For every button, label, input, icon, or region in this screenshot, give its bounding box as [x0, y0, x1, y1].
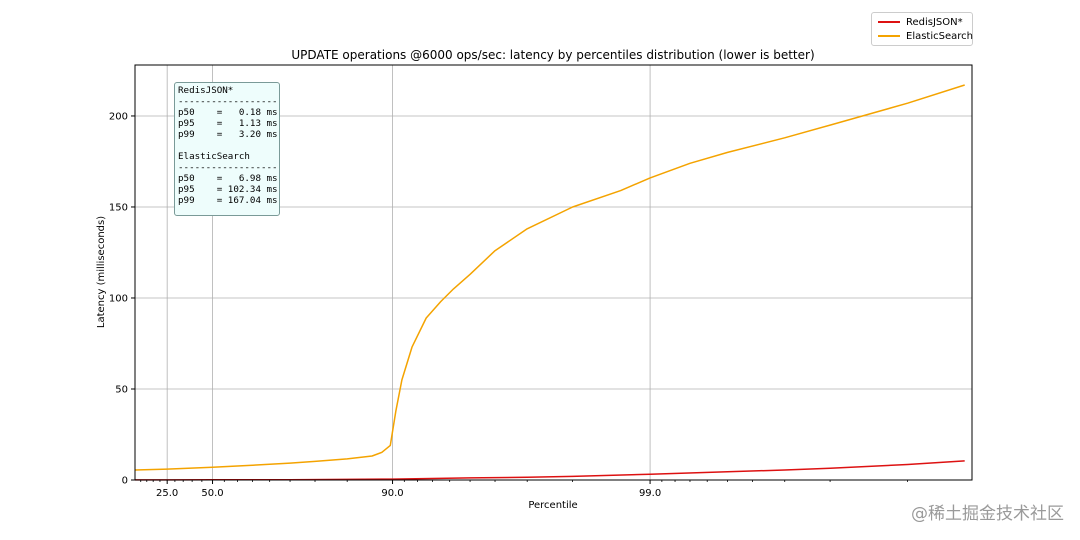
plot-frame — [134, 64, 973, 481]
watermark: @稀土掘金技术社区 — [911, 504, 1064, 524]
legend-swatch-redisjson — [878, 21, 900, 23]
stats-line: RedisJSON* — [178, 85, 234, 96]
legend-label-elasticsearch: ElasticSearch — [906, 30, 973, 42]
legend-item-redisjson: RedisJSON* — [878, 15, 963, 29]
percentile-stats-box: RedisJSON* ------------------ p50 = 0.18 m… — [174, 82, 280, 216]
y-tick-label: 150 — [109, 202, 128, 213]
y-axis-ticks: 0 50 100 150 200 — [109, 111, 135, 487]
y-tick-label: 50 — [115, 384, 128, 395]
series-line-redisjson — [135, 460, 965, 481]
chart-title: UPDATE operations @6000 ops/sec: latency… — [291, 48, 814, 62]
stats-line: p50 = 6.98 ms — [178, 173, 278, 184]
x-axis-label: Percentile — [528, 500, 577, 511]
stats-line: ------------------ — [178, 162, 278, 173]
y-axis-label: Latency (milliseconds) — [96, 216, 107, 328]
x-tick-label: 99.0 — [639, 488, 661, 499]
stats-line — [178, 140, 276, 151]
stats-line: p99 = 3.20 ms — [178, 129, 278, 140]
x-tick-label: 50.0 — [201, 488, 223, 499]
legend-item-elasticsearch: ElasticSearch — [878, 29, 973, 43]
x-tick-label: 25.0 — [156, 488, 178, 499]
stats-line: p99 = 167.04 ms — [178, 195, 278, 206]
y-tick-label: 200 — [109, 111, 128, 122]
stats-line: ElasticSearch — [178, 151, 250, 162]
y-tick-label: 0 — [122, 476, 128, 487]
stats-line: ------------------ — [178, 96, 278, 107]
chart-legend: RedisJSON* ElasticSearch — [871, 12, 973, 46]
series-line-elasticsearch — [134, 84, 965, 471]
x-tick-label: 90.0 — [381, 488, 403, 499]
stats-line: p50 = 0.18 ms — [178, 107, 278, 118]
stats-line: p95 = 1.13 ms — [178, 118, 278, 129]
x-axis-ticks: 25.0 50.0 90.0 99.0 — [140, 480, 909, 499]
legend-swatch-elasticsearch — [878, 35, 900, 37]
y-tick-label: 100 — [109, 293, 128, 304]
legend-label-redisjson: RedisJSON* — [906, 16, 963, 28]
stats-line: p95 = 102.34 ms — [178, 184, 278, 195]
